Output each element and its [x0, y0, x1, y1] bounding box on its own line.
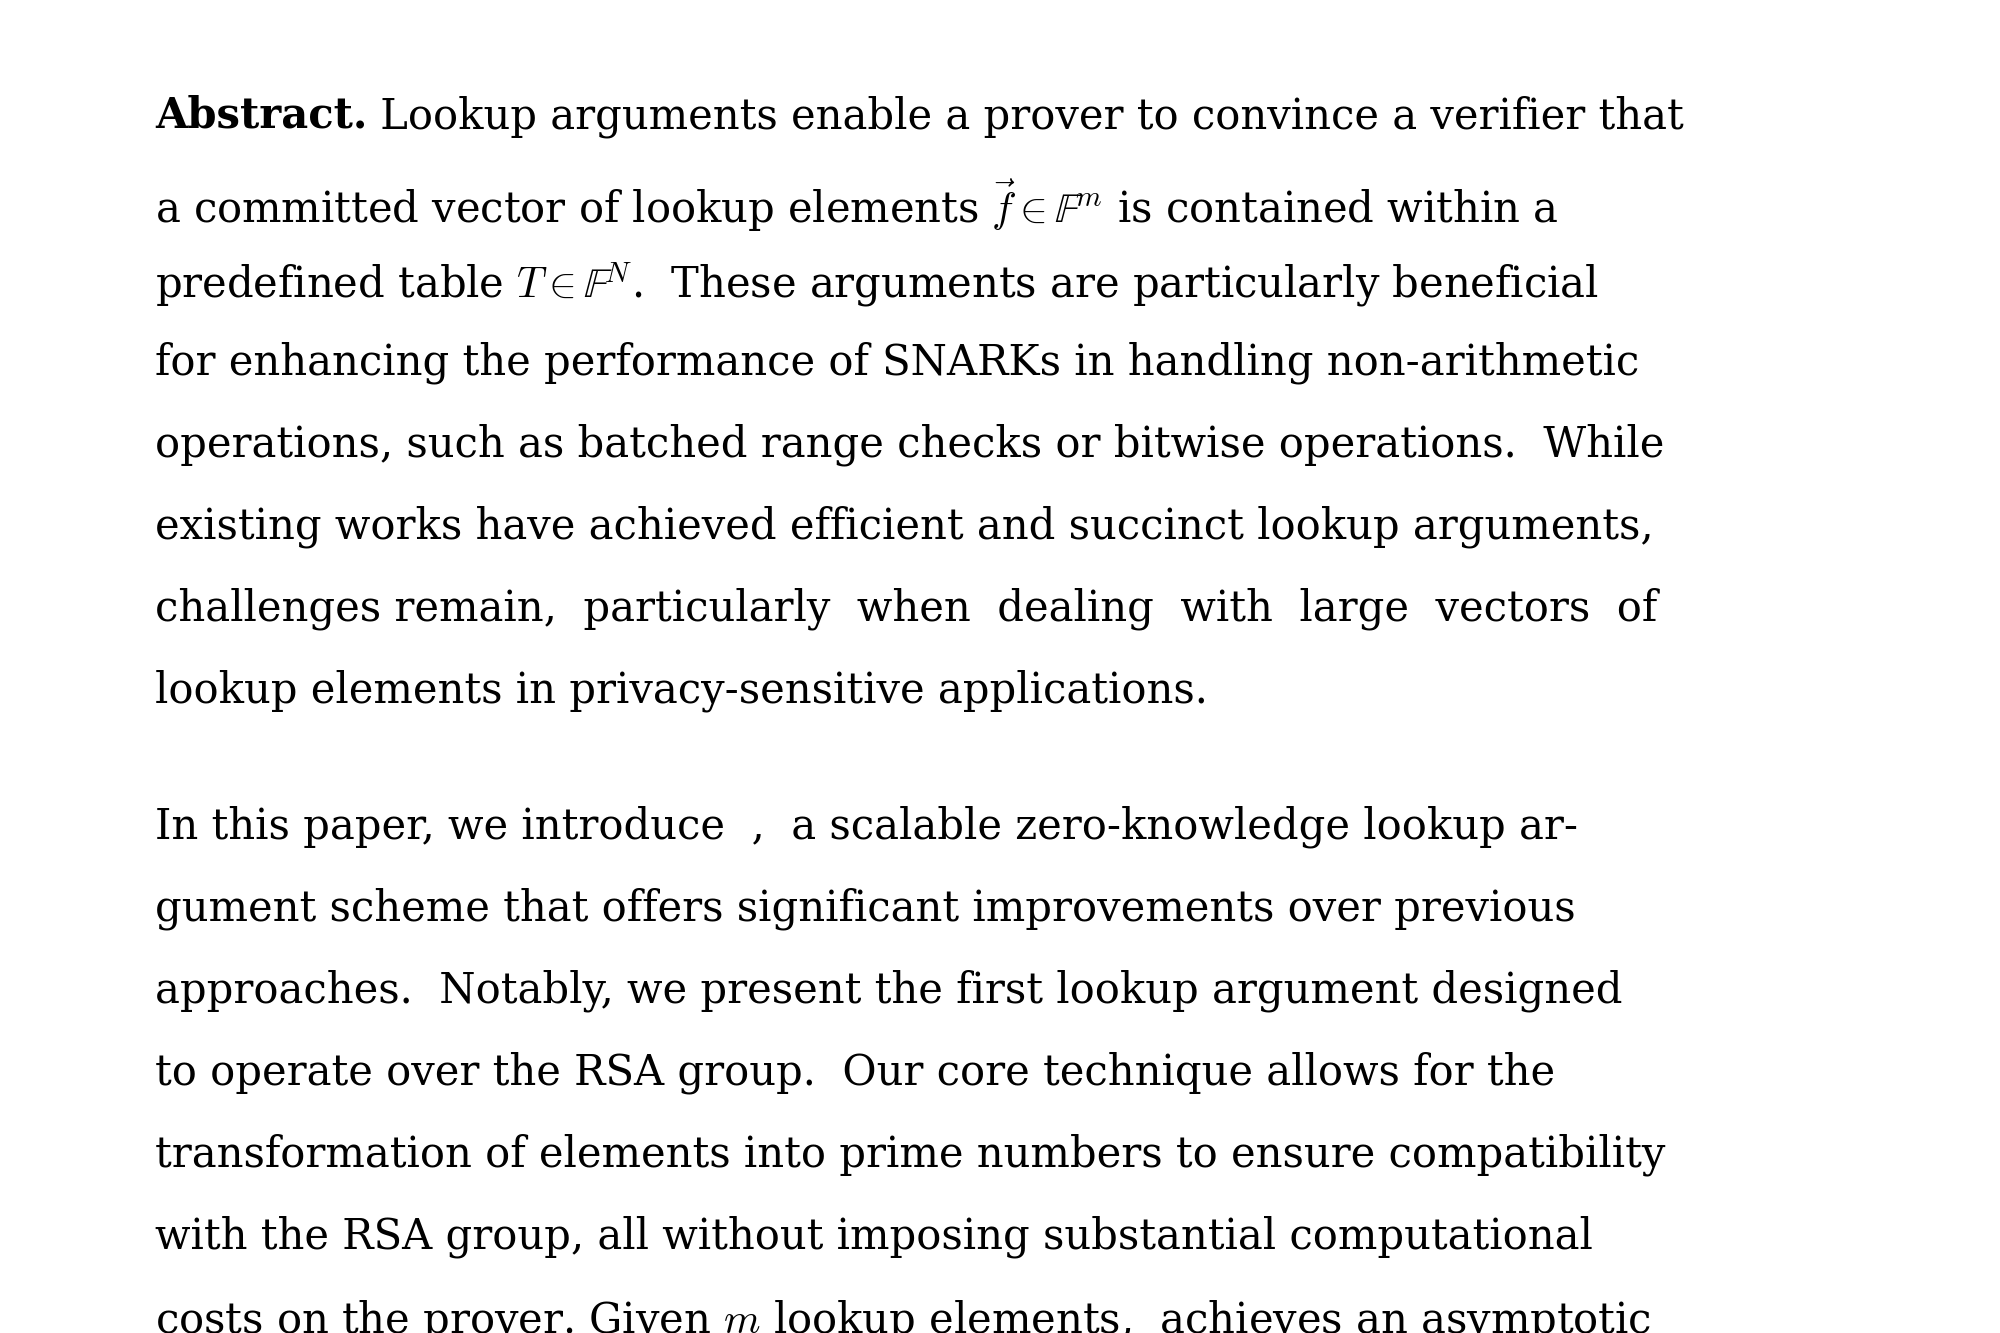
Text: Lookup arguments enable a prover to convince a verifier that: Lookup arguments enable a prover to conv…	[368, 95, 1684, 137]
Text: lookup elements in privacy-sensitive applications.: lookup elements in privacy-sensitive app…	[156, 669, 1208, 712]
Text: challenges remain,  particularly  when  dealing  with  large  vectors  of: challenges remain, particularly when dea…	[156, 587, 1658, 629]
Text: costs on the prover. Given $m$ lookup elements,  achieves an asymptotic: costs on the prover. Given $m$ lookup el…	[156, 1298, 1652, 1333]
Text: a committed vector of lookup elements $\vec{f} \in \mathbb{F}^m$ is contained wi: a committed vector of lookup elements $\…	[156, 177, 1558, 233]
Text: for enhancing the performance of SNARKs in handling non-arithmetic: for enhancing the performance of SNARKs …	[156, 341, 1640, 384]
Text: operations, such as batched range checks or bitwise operations.  While: operations, such as batched range checks…	[156, 423, 1664, 465]
Text: existing works have achieved efficient and succinct lookup arguments,: existing works have achieved efficient a…	[156, 505, 1654, 548]
Text: predefined table $T \in \mathbb{F}^N$.  These arguments are particularly benefic: predefined table $T \in \mathbb{F}^N$. T…	[156, 259, 1598, 309]
Text: gument scheme that offers significant improvements over previous: gument scheme that offers significant im…	[156, 888, 1576, 930]
Text: approaches.  Notably, we present the first lookup argument designed: approaches. Notably, we present the firs…	[156, 970, 1622, 1013]
Text: to operate over the RSA group.  Our core technique allows for the: to operate over the RSA group. Our core …	[156, 1052, 1556, 1094]
Text: transformation of elements into prime numbers to ensure compatibility: transformation of elements into prime nu…	[156, 1134, 1666, 1177]
Text: with the RSA group, all without imposing substantial computational: with the RSA group, all without imposing…	[156, 1216, 1592, 1258]
Text: Abstract.: Abstract.	[156, 95, 368, 137]
Text: In this paper, we introduce  ,  a scalable zero-knowledge lookup ar-: In this paper, we introduce , a scalable…	[156, 806, 1578, 849]
